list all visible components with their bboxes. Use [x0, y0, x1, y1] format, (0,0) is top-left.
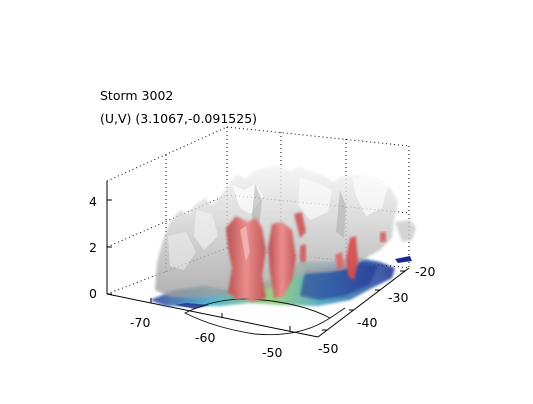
y-tick-label: -40 — [357, 315, 377, 330]
x-tick-label: -60 — [195, 330, 215, 345]
z-tick-label: 2 — [89, 240, 97, 255]
z-tick-label: 4 — [89, 194, 97, 209]
y-tick-labels: -20 -30 -40 -50 — [318, 264, 435, 356]
y-tick-label: -50 — [318, 341, 338, 356]
chart-subtitle: (U,V) (3.1067,-0.091525) — [100, 111, 258, 126]
floor-line — [329, 307, 346, 319]
x-tick-labels: -70 -60 -50 — [130, 315, 282, 360]
x-tick-label: -70 — [130, 315, 150, 330]
z-tick-labels: 0 2 4 — [89, 194, 97, 301]
chart-title: Storm 3002 — [100, 88, 174, 103]
floor-contour — [183, 298, 331, 336]
x-tick-label: -50 — [262, 345, 282, 360]
y-tick-label: -20 — [415, 264, 435, 279]
y-tick-label: -30 — [388, 290, 408, 305]
red-isosurface — [226, 212, 386, 302]
z-tick-label: 0 — [89, 286, 97, 301]
